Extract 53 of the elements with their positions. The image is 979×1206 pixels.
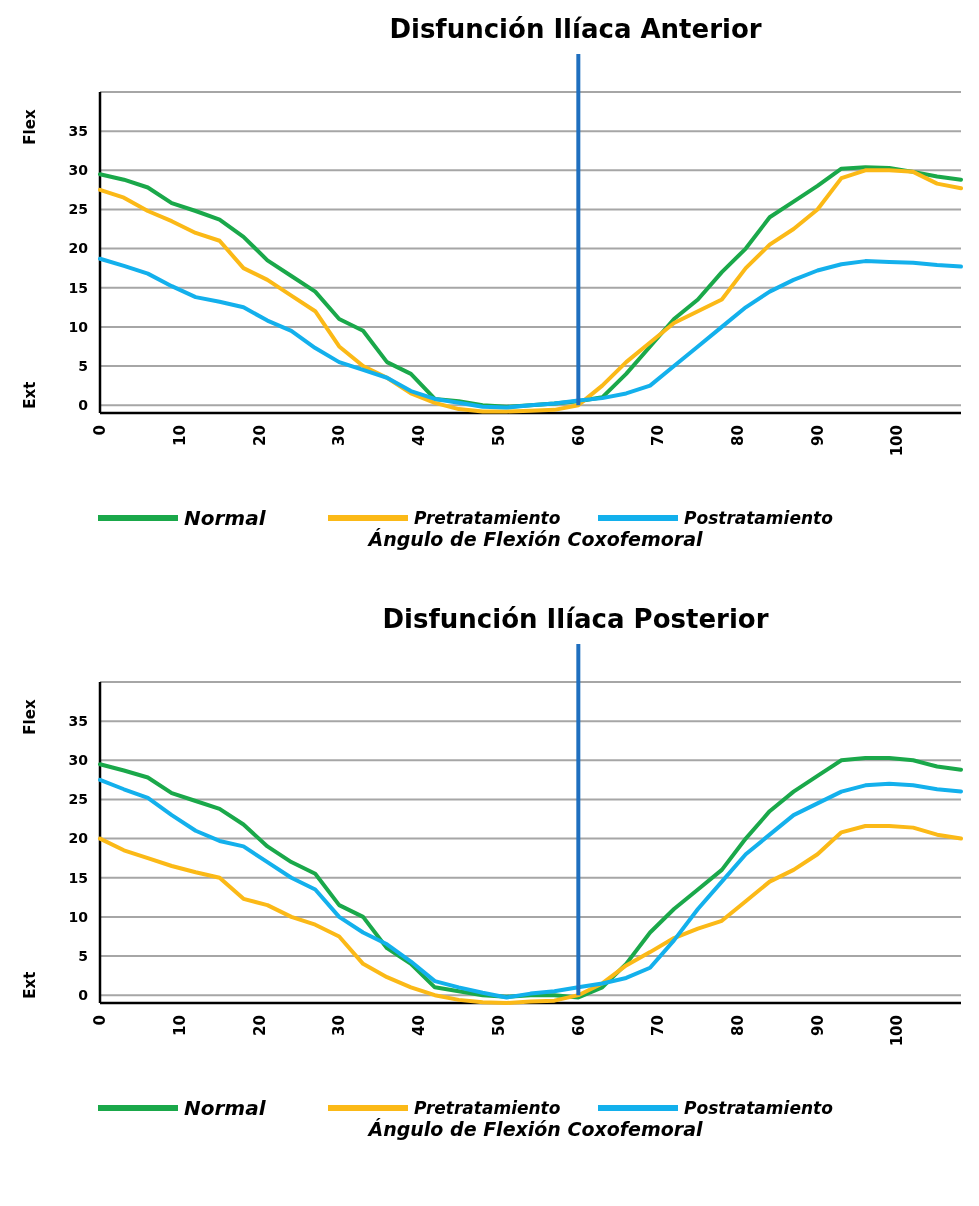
legend-label: Postratamiento <box>684 507 834 528</box>
text: Ext <box>21 971 40 999</box>
x-tick-label: 20 <box>250 1015 269 1036</box>
x-tick-label: 80 <box>729 1015 748 1036</box>
x-tick-label: 100 <box>888 425 907 457</box>
y-tick-label: 25 <box>68 201 88 218</box>
y-tick-label: 15 <box>68 279 88 296</box>
x-tick-label: 40 <box>410 1015 429 1036</box>
x-axis-title: Ángulo de Flexión Coxofemoral <box>366 528 703 550</box>
line-series <box>98 256 963 410</box>
x-tick-label: 50 <box>489 1015 508 1036</box>
legend-label: Postratamiento <box>684 1097 834 1118</box>
y-tick-label: 5 <box>78 947 88 964</box>
x-tick-label: 90 <box>808 1015 827 1036</box>
x-tick-label: 0 <box>91 1015 110 1026</box>
y-tick-label: 5 <box>78 357 88 374</box>
x-tick-label: 70 <box>649 1015 668 1036</box>
legend-label: Pretratamiento <box>414 1097 561 1118</box>
y-tick-label: 20 <box>68 830 89 847</box>
y-tick-label: 35 <box>68 713 88 730</box>
y-tick-label: 25 <box>68 791 88 808</box>
x-tick-label: 0 <box>91 425 110 436</box>
y-tick-label: 10 <box>68 908 89 925</box>
x-tick-label: 100 <box>888 1015 907 1047</box>
x-tick-label: 40 <box>410 425 429 446</box>
x-tick-label: 70 <box>649 425 668 446</box>
y-tick-label: 0 <box>78 397 89 414</box>
y-tick-label: 30 <box>68 752 89 769</box>
text: Flex <box>21 109 40 145</box>
x-tick-label: 20 <box>250 425 269 446</box>
x-tick-label: 60 <box>569 425 588 446</box>
x-tick-label: 60 <box>569 1015 588 1036</box>
y-tick-label: 10 <box>68 318 89 335</box>
chart-title: Disfunción Ilíaca Posterior <box>382 604 769 634</box>
legend-label: Normal <box>184 1096 267 1120</box>
legend-label: Normal <box>184 506 267 530</box>
x-tick-label: 30 <box>330 425 349 446</box>
y-tick-label: 35 <box>68 123 88 140</box>
y-tick-label: 20 <box>68 240 89 257</box>
chart-title: Disfunción Ilíaca Anterior <box>389 14 762 44</box>
x-axis-title: Ángulo de Flexión Coxofemoral <box>366 1118 703 1140</box>
x-tick-label: 90 <box>808 425 827 446</box>
y-tick-label: 0 <box>78 987 89 1004</box>
x-tick-label: 50 <box>489 425 508 446</box>
legend-label: Pretratamiento <box>414 507 561 528</box>
y-tick-label: 30 <box>68 162 89 179</box>
x-tick-label: 80 <box>729 425 748 446</box>
x-tick-label: 30 <box>330 1015 349 1036</box>
x-tick-label: 10 <box>170 425 189 446</box>
text: Flex <box>21 699 40 735</box>
y-tick-label: 15 <box>68 869 88 886</box>
x-tick-label: 10 <box>170 1015 189 1036</box>
text: Ext <box>21 381 40 409</box>
